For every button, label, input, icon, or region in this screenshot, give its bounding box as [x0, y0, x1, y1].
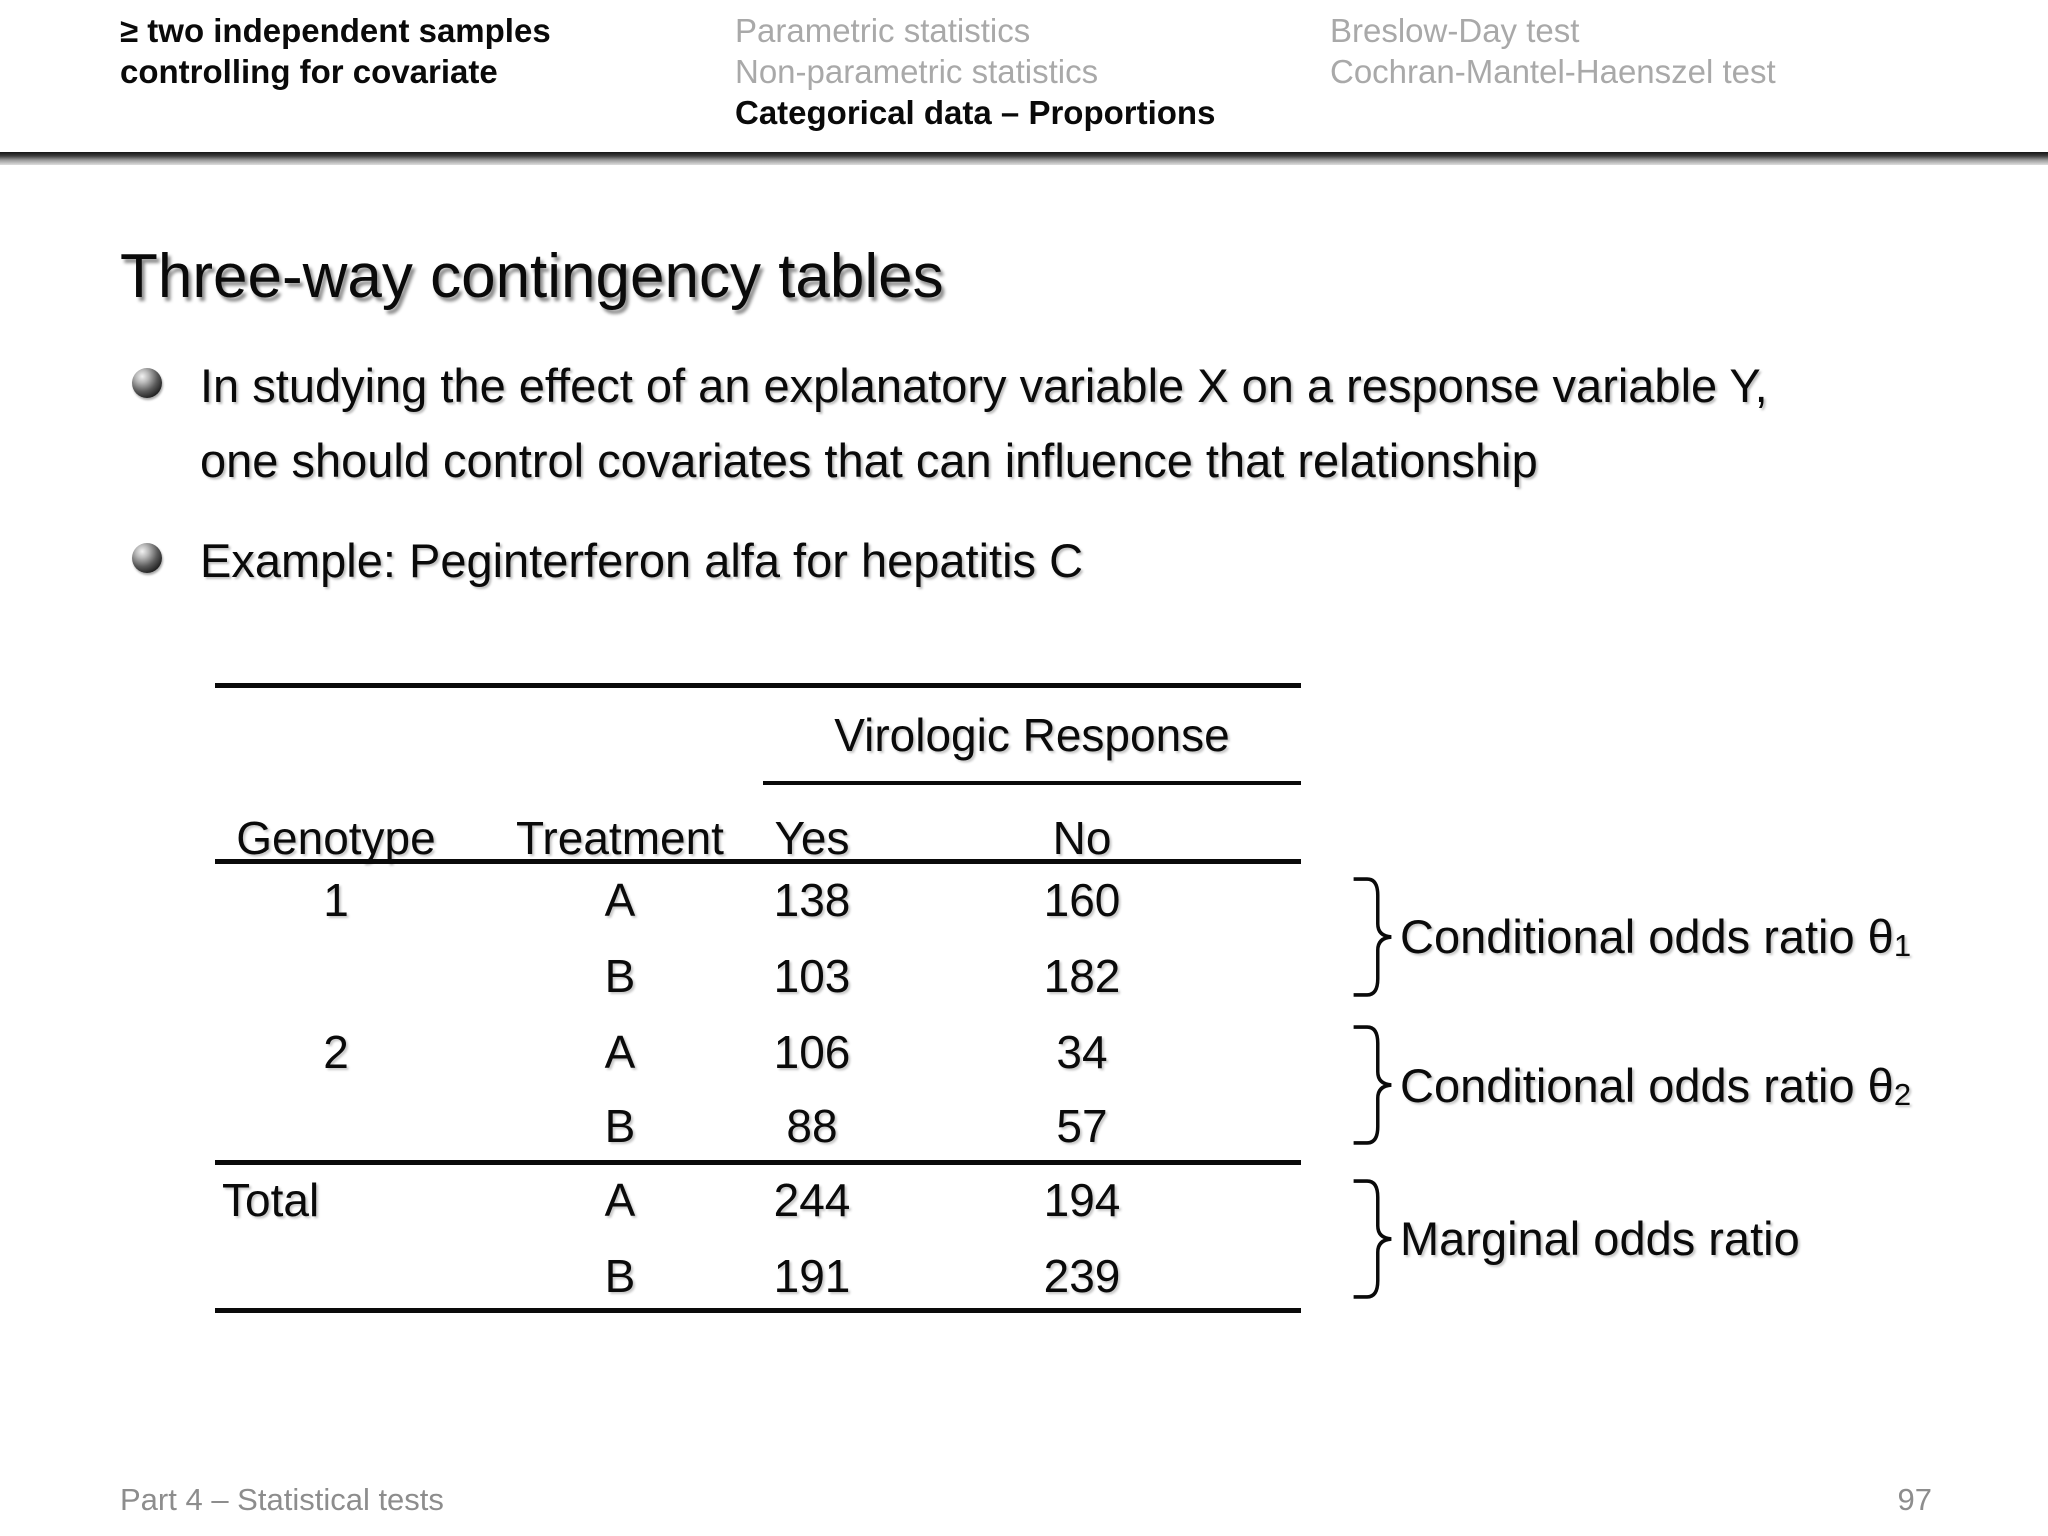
header-item-categorical-active: Categorical data – Proportions: [735, 94, 1216, 131]
cell-yes: 244: [773, 1174, 851, 1226]
annotation-label: Marginal odds ratio: [1400, 1212, 1800, 1265]
annotation-conditional-or-1: Conditional odds ratio θ1: [1400, 912, 1911, 968]
col-header-yes: Yes: [774, 812, 850, 864]
annotation-conditional-or-2: Conditional odds ratio θ2: [1400, 1061, 1911, 1117]
brace-icon: [1342, 1178, 1400, 1300]
header-item-breslow-day: Breslow-Day test: [1330, 12, 1580, 49]
cell-treatment: A: [604, 874, 636, 926]
cell-no: 194: [1043, 1174, 1121, 1226]
footer-section-label: Part 4 – Statistical tests: [120, 1482, 444, 1517]
table-header-rule: [215, 859, 1301, 864]
cell-no: 160: [1043, 874, 1121, 926]
cell-yes: 106: [773, 1026, 851, 1078]
brace-icon: [1342, 1024, 1400, 1146]
cell-yes: 88: [786, 1100, 838, 1152]
cell-genotype-total: Total: [222, 1174, 320, 1226]
col-header-treatment: Treatment: [516, 812, 724, 864]
page-title: Three-way contingency tables: [120, 242, 944, 311]
cell-yes: 138: [773, 874, 851, 926]
cell-no: 182: [1043, 950, 1121, 1002]
cell-treatment: A: [604, 1026, 636, 1078]
table-total-rule: [215, 1160, 1301, 1165]
header-left-line2: controlling for covariate: [120, 53, 498, 90]
bullet-1-line1: In studying the effect of an explanatory…: [200, 359, 1768, 412]
table-top-rule: [215, 683, 1301, 688]
annotation-subscript: 2: [1893, 1077, 1912, 1112]
bullet-item-2: Example: Peginterferon alfa for hepatiti…: [200, 523, 1083, 598]
header-left-line1: ≥ two independent samples: [120, 12, 551, 49]
table-span-header: Virologic Response: [834, 709, 1230, 761]
header-left-column: ≥ two independent samples controlling fo…: [120, 10, 551, 92]
header-middle-column: Parametric statistics Non-parametric sta…: [735, 10, 1215, 133]
annotation-label: Conditional odds ratio θ: [1400, 910, 1894, 963]
bullet-sphere-icon: [132, 543, 162, 573]
table-bottom-rule: [215, 1308, 1301, 1313]
col-header-no: No: [1052, 812, 1112, 864]
cell-no: 239: [1043, 1250, 1121, 1302]
col-header-genotype: Genotype: [236, 812, 436, 864]
cell-treatment: A: [604, 1174, 636, 1226]
header-divider-rule: [0, 152, 2048, 165]
header-item-parametric: Parametric statistics: [735, 12, 1031, 49]
cell-treatment: B: [604, 1250, 636, 1302]
brace-icon: [1342, 876, 1400, 998]
header-right-column: Breslow-Day test Cochran-Mantel-Haenszel…: [1330, 10, 1776, 92]
header-item-nonparametric: Non-parametric statistics: [735, 53, 1099, 90]
cell-genotype: 2: [323, 1026, 349, 1078]
cell-no: 34: [1056, 1026, 1108, 1078]
header-item-cmh: Cochran-Mantel-Haenszel test: [1330, 53, 1776, 90]
cell-yes: 103: [773, 950, 851, 1002]
cell-yes: 191: [773, 1250, 851, 1302]
annotation-label: Conditional odds ratio θ: [1400, 1059, 1894, 1112]
cell-no: 57: [1056, 1100, 1108, 1152]
annotation-marginal-or: Marginal odds ratio: [1400, 1214, 1800, 1270]
cell-genotype: 1: [323, 874, 349, 926]
cell-treatment: B: [604, 1100, 636, 1152]
annotation-subscript: 1: [1893, 928, 1912, 963]
bullet-sphere-icon: [132, 368, 162, 398]
cell-treatment: B: [604, 950, 636, 1002]
bullet-2-line1: Example: Peginterferon alfa for hepatiti…: [200, 534, 1084, 587]
bullet-1-line2: one should control covariates that can i…: [200, 434, 1538, 487]
table-span-rule: [763, 781, 1301, 785]
footer-page-number: 97: [1897, 1482, 1932, 1517]
bullet-item-1: In studying the effect of an explanatory…: [200, 348, 1768, 498]
